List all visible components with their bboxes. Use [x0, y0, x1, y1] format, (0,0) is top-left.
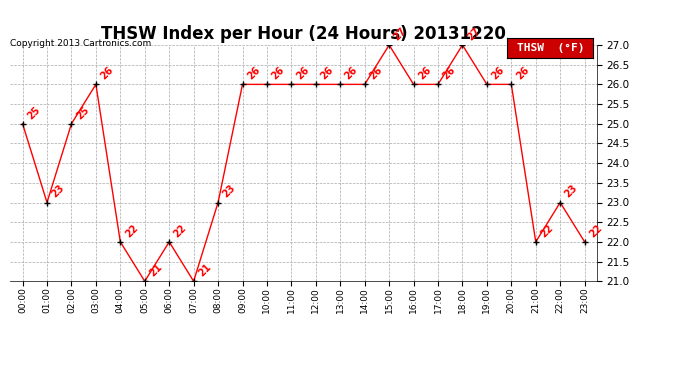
Text: 26: 26 — [294, 65, 310, 82]
Text: 22: 22 — [172, 222, 188, 239]
Text: 26: 26 — [514, 65, 531, 82]
Text: Copyright 2013 Cartronics.com: Copyright 2013 Cartronics.com — [10, 39, 152, 48]
Text: 26: 26 — [416, 65, 433, 82]
Text: 22: 22 — [587, 222, 604, 239]
Text: THSW  (°F): THSW (°F) — [517, 43, 584, 53]
Text: 26: 26 — [368, 65, 384, 82]
Text: 26: 26 — [245, 65, 262, 82]
Title: THSW Index per Hour (24 Hours) 20131220: THSW Index per Hour (24 Hours) 20131220 — [101, 26, 506, 44]
Text: 26: 26 — [441, 65, 457, 82]
Text: 22: 22 — [538, 222, 555, 239]
Text: 26: 26 — [270, 65, 286, 82]
Text: 27: 27 — [392, 26, 408, 42]
Text: 22: 22 — [123, 222, 139, 239]
Text: 25: 25 — [75, 104, 91, 121]
Text: 25: 25 — [26, 104, 42, 121]
Text: 27: 27 — [465, 26, 482, 42]
Text: 21: 21 — [197, 262, 213, 279]
Text: 23: 23 — [221, 183, 237, 200]
Text: 26: 26 — [343, 65, 359, 82]
Text: 26: 26 — [490, 65, 506, 82]
Text: 26: 26 — [319, 65, 335, 82]
Text: 21: 21 — [148, 262, 164, 279]
Text: 23: 23 — [563, 183, 580, 200]
Text: 26: 26 — [99, 65, 115, 82]
Text: 23: 23 — [50, 183, 66, 200]
